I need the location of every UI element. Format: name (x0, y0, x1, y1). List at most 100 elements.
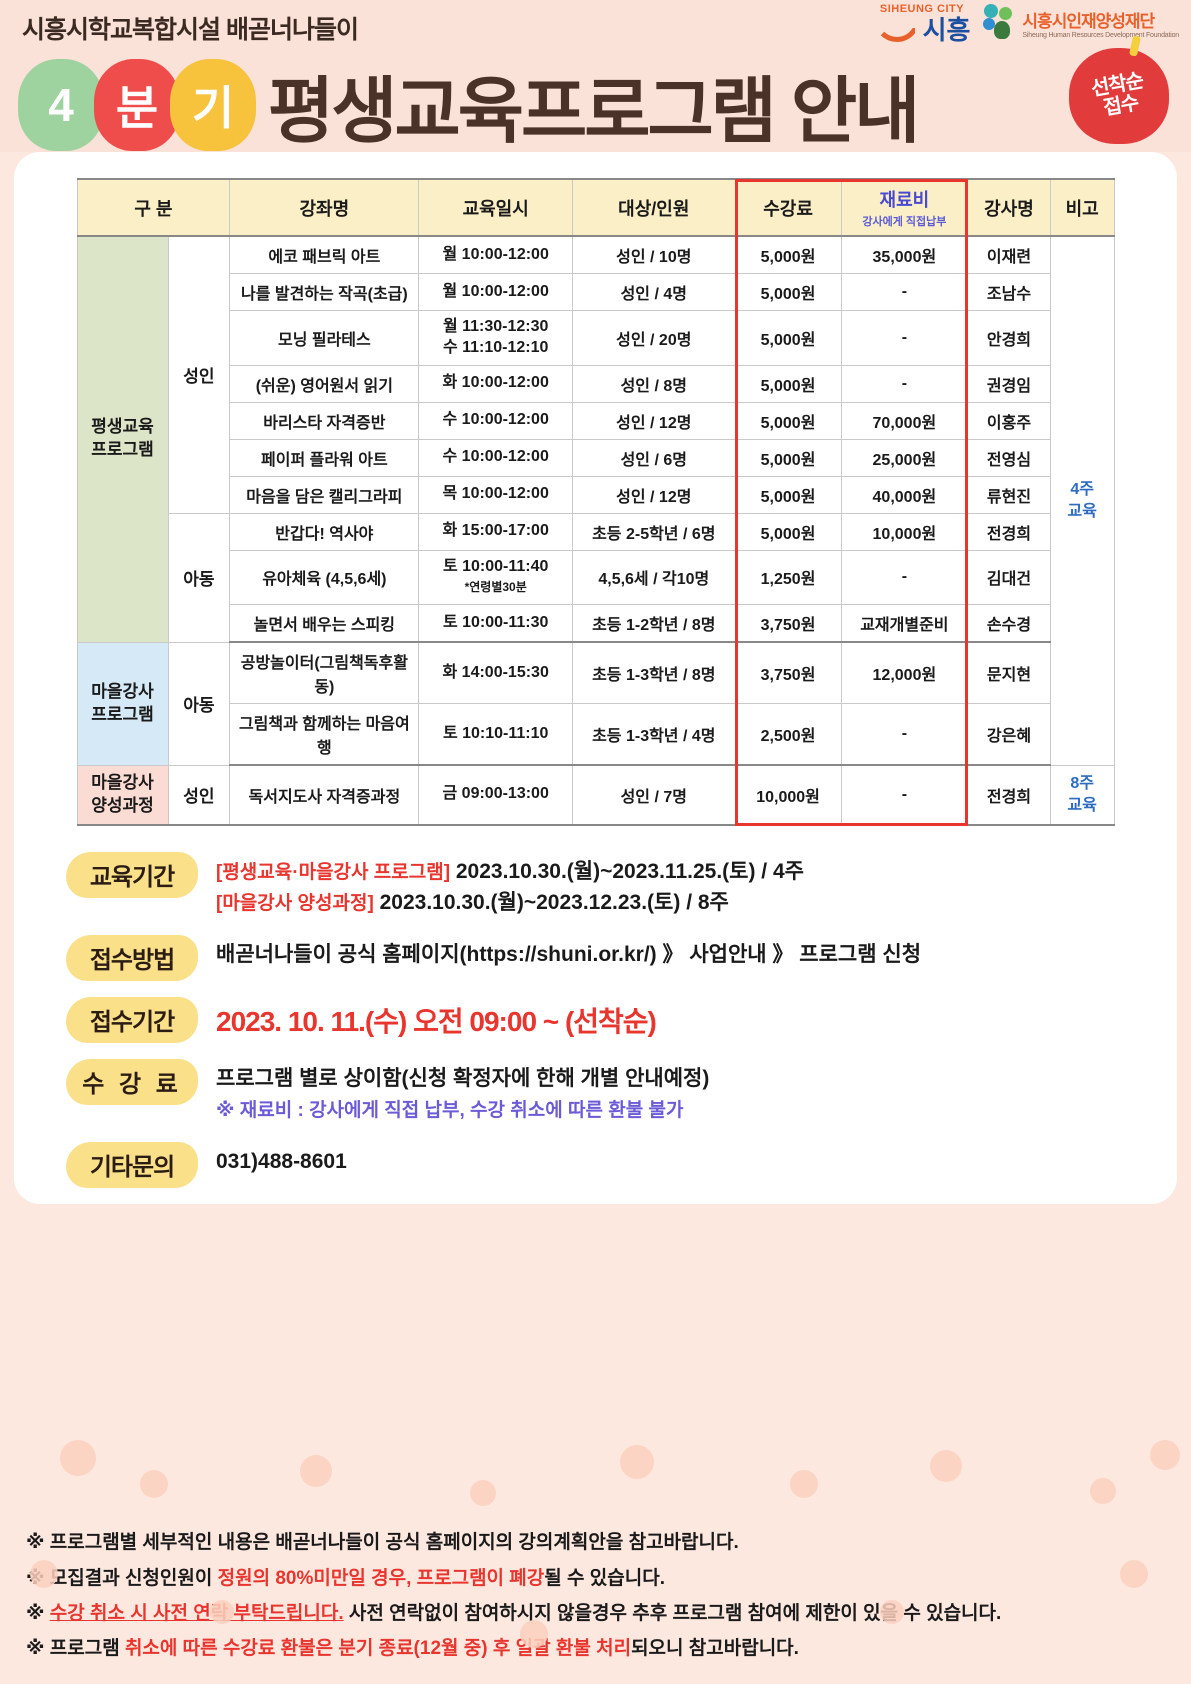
cell-course: 마음을 담은 캘리그라피 (229, 475, 420, 514)
cell-target: 성인 / 7명 (572, 764, 736, 826)
siheung-logo-caption: SIHEUNG CITY (879, 3, 965, 15)
cell-tuition: 5,000원 (734, 438, 842, 477)
cell-course: 공방놀이터(그림책독후활동) (229, 641, 420, 705)
info-line: 2023. 10. 11.(수) 오전 09:00 ~ (선착순) (216, 1001, 657, 1043)
hrd-logo-sub: Siheung Human Resources Development Foun… (1022, 32, 1179, 39)
table-row: 유아체육 (4,5,6세) 토 10:00-11:40 *연령별30분 4,5,6세 … (77, 549, 1114, 606)
cell-when: 화 14:00-15:30 (418, 641, 574, 705)
decorative-dot (620, 1445, 654, 1479)
info-body: 031)488-8601 (216, 1142, 347, 1178)
decorative-dot (790, 1470, 818, 1498)
cell-when: 화 15:00-17:00 (418, 512, 574, 551)
cell-when: 토 10:10-11:10 (418, 703, 574, 767)
notice-section: ※ 프로그램별 세부적인 내용은 배곧너나들이 공식 홈페이지의 강의계획안을 … (0, 1503, 1191, 1684)
cell-category: 평생교육 프로그램 (76, 235, 169, 643)
decorative-dot (140, 1470, 168, 1498)
info-line: [마을강사 양성과정] 2023.10.30.(월)~2023.12.23.(토… (216, 887, 804, 919)
cell-material: - (840, 549, 969, 606)
col-header-course: 강좌명 (229, 178, 420, 237)
hrd-logo-name: 시흥시인재양성재단 (1022, 12, 1155, 31)
info-body: 2023. 10. 11.(수) 오전 09:00 ~ (선착순) (216, 997, 657, 1043)
cell-target: 4,5,6세 / 각10명 (572, 549, 736, 606)
siheung-logo-name: 시흥 (922, 15, 971, 45)
cell-teacher: 이재련 (967, 235, 1051, 274)
table-row: 나를 발견하는 작곡(초급) 월 10:00-12:00 성인 / 4명 5,000원… (77, 273, 1114, 311)
table-row: 모닝 필라테스 월 11:30-12:30 수 11:10-12:10 성인 / 20… (77, 310, 1114, 366)
cell-tuition: 3,750원 (734, 604, 842, 644)
cell-material: - (840, 364, 969, 403)
cell-material: 25,000원 (840, 438, 969, 477)
decorative-dot (470, 1480, 496, 1506)
table-row: 아동 반갑다! 역사야 화 15:00-17:00 초등 2-5학년 / 6명 5,00… (77, 512, 1114, 643)
hrd-mark-icon (982, 4, 1016, 42)
cell-group: 아동 (167, 641, 231, 766)
cell-note: 8주 교육 (1049, 764, 1115, 826)
info-body: 프로그램 별로 상이함(신청 확정자에 한해 개별 안내예정) ※ 재료비 : 강… (216, 1059, 709, 1126)
cell-target: 성인 / 6명 (572, 438, 736, 477)
cell-target: 성인 / 10명 (572, 235, 736, 274)
cell-teacher: 전경희 (967, 764, 1051, 826)
page-title: 평생교육프로그램 안내 (268, 72, 920, 152)
cell-teacher: 손수경 (967, 604, 1051, 644)
cell-course: (쉬운) 영어원서 읽기 (229, 364, 420, 403)
cell-course: 모닝 필라테스 (229, 310, 420, 366)
info-line-text: 배곧너나들이 공식 홈페이지(https://shuni.or.kr/) 》 사… (216, 942, 922, 966)
table-row: 그림책과 함께하는 마음여행 토 10:10-11:10 초등 1-3학년 / 4명… (77, 703, 1114, 767)
logo-group: SIHEUNG CITY 시흥 시흥시인재양성재단 Siheung Human … (873, 3, 1179, 45)
cell-tuition: 5,000원 (734, 401, 842, 440)
cell-target: 성인 / 12명 (572, 401, 736, 440)
cell-category: 마을강사 양성과정 (76, 764, 169, 826)
info-section: 교육기간 [평생교육·마을강사 프로그램] 2023.10.30.(월)~2023… (14, 851, 1177, 1188)
info-line: 프로그램 별로 상이함(신청 확정자에 한해 개별 안내예정) (216, 1063, 709, 1095)
cell-when: 금 09:00-13:00 (418, 764, 574, 826)
cell-tuition: 5,000원 (734, 310, 842, 366)
info-body: 배곧너나들이 공식 홈페이지(https://shuni.or.kr/) 》 사… (216, 935, 921, 971)
cell-tuition: 5,000원 (734, 273, 842, 311)
cell-material: 교재개별준비 (840, 604, 969, 644)
cell-teacher: 안경희 (967, 310, 1051, 366)
cell-note: 4주 교육 (1049, 235, 1115, 766)
cell-tuition: 1,250원 (734, 549, 842, 606)
cell-when: 월 11:30-12:30 수 11:10-12:10 (418, 310, 574, 366)
cell-tuition: 10,000원 (734, 764, 842, 826)
decorative-dot (1090, 1478, 1116, 1504)
cell-teacher: 전영심 (967, 438, 1051, 477)
cell-group: 성인 (167, 764, 231, 826)
col-header-material: 재료비 강사에게 직접납부 (840, 178, 969, 237)
cell-teacher: 류현진 (967, 475, 1051, 514)
cell-tuition: 5,000원 (734, 512, 842, 551)
cell-category: 마을강사 프로그램 (76, 641, 169, 766)
info-line-text: 2023.10.30.(월)~2023.12.23.(토) / 8주 (373, 891, 729, 915)
content-card: 구 분 강좌명 교육일시 대상/인원 수강료 재료비 강사에게 직접납부 강사명… (14, 152, 1177, 1204)
col-header-when: 교육일시 (418, 178, 574, 237)
cell-course: 놀면서 배우는 스피킹 (229, 604, 420, 644)
decorative-dot (300, 1455, 332, 1487)
cell-material: 12,000원 (840, 641, 969, 705)
cell-material: 40,000원 (840, 475, 969, 514)
cell-tuition: 3,750원 (734, 641, 842, 705)
col-header-category: 구 분 (76, 178, 231, 237)
cell-tuition: 5,000원 (734, 364, 842, 403)
notice-item: ※ 수강 취소 시 사전 연락 부탁드립니다. 사전 연락없이 참여하시지 않을… (26, 1602, 1002, 1624)
info-line: 031)488-8601 (216, 1146, 347, 1178)
info-line: ※ 재료비 : 강사에게 직접 납부, 수강 취소에 따른 환불 불가 (216, 1094, 709, 1126)
cell-when: 월 10:00-12:00 (418, 273, 574, 311)
cell-when: 목 10:00-12:00 (418, 475, 574, 514)
cell-course: 바리스타 자격증반 (229, 401, 420, 440)
cell-material: 70,000원 (840, 401, 969, 440)
table-row: 마음을 담은 캘리그라피 목 10:00-12:00 성인 / 12명 5,000원 4… (77, 475, 1114, 514)
cell-material: 10,000원 (840, 512, 969, 551)
decorative-dot (930, 1450, 962, 1482)
cell-group: 성인 (167, 235, 231, 514)
cell-when: 수 10:00-12:00 (418, 438, 574, 477)
notice-item: ※ 모집결과 신청인원이 정원의 80%미만일 경우, 프로그램이 폐강될 수 … (26, 1567, 665, 1589)
cell-material: - (840, 273, 969, 311)
smile-icon (873, 18, 920, 42)
notice-item: ※ 프로그램별 세부적인 내용은 배곧너나들이 공식 홈페이지의 강의계획안을 … (26, 1532, 739, 1554)
decorative-dot (60, 1440, 96, 1476)
cell-material: - (840, 310, 969, 366)
cell-course: 에코 패브릭 아트 (229, 235, 420, 274)
info-tag: 접수방법 (66, 934, 198, 981)
quarter-bubble-1: 4 (18, 58, 104, 151)
info-line: [평생교육·마을강사 프로그램] 2023.10.30.(월)~2023.11.… (216, 856, 804, 888)
